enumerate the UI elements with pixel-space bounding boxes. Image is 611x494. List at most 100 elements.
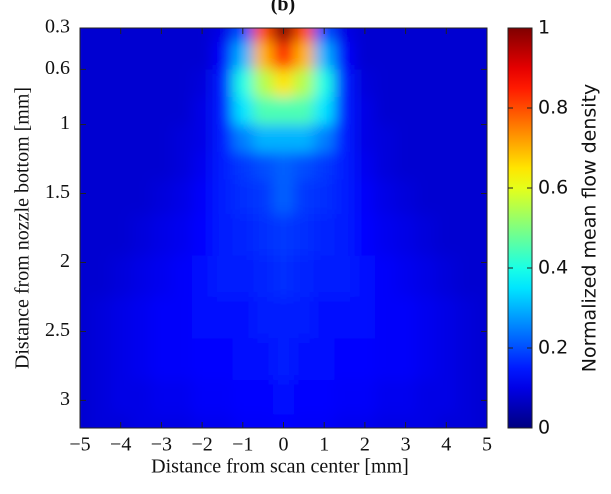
heatmap-cell — [456, 152, 478, 181]
heatmap-cell — [354, 124, 376, 153]
heatmap-cell — [314, 414, 335, 428]
heatmap-cell — [130, 338, 152, 381]
heatmap-cell — [314, 41, 335, 70]
heatmap-cell — [375, 28, 396, 43]
heatmap-cell — [191, 96, 213, 126]
heatmap-cell — [110, 214, 132, 257]
heatmap-cell — [90, 179, 112, 215]
heatmap-cell — [476, 69, 487, 98]
heatmap-cell — [334, 69, 356, 98]
heatmap-cell — [375, 379, 396, 415]
heatmap-cell — [252, 414, 274, 428]
heatmap-cell — [293, 69, 315, 98]
heatmap-cell — [80, 338, 91, 381]
heatmap-cell — [273, 152, 295, 181]
heatmap-cell — [151, 296, 173, 339]
heatmap-cell — [191, 152, 213, 181]
heatmap-cell — [212, 296, 234, 339]
heatmap-cell — [456, 414, 478, 428]
heatmap-cell — [293, 124, 315, 153]
heatmap-cell — [212, 152, 234, 181]
heatmap-cell — [273, 296, 295, 339]
heatmap-cell — [171, 379, 193, 415]
heatmap-cell — [252, 179, 274, 215]
heatmap-cell — [130, 414, 152, 428]
x-tick-label: 2 — [360, 434, 370, 456]
heatmap-cell — [171, 296, 193, 339]
heatmap-cell — [232, 296, 254, 339]
heatmap-cell — [130, 41, 152, 70]
heatmap-cell — [191, 41, 213, 70]
heatmap-cell — [232, 124, 254, 153]
heatmap-cell — [476, 41, 487, 70]
heatmap-cell — [90, 255, 112, 298]
heatmap-cell — [191, 69, 213, 98]
heatmap-cell — [232, 414, 254, 428]
heatmap-cell — [415, 179, 437, 215]
heatmap-cell — [436, 41, 457, 70]
heatmap-cell — [232, 69, 254, 98]
heatmap-cell — [436, 296, 457, 339]
heatmap-cell — [354, 152, 376, 181]
heatmap-cell — [191, 179, 213, 215]
colorbar-tick-label: 0.6 — [538, 177, 568, 199]
x-tick-label: 4 — [441, 434, 451, 456]
heatmap-cell — [395, 414, 417, 428]
heatmap-cell — [151, 338, 173, 381]
heatmap-cell — [130, 255, 152, 298]
heatmap-cell — [395, 379, 417, 415]
heatmap-cell — [151, 41, 173, 70]
heatmap-cell — [151, 214, 173, 257]
heatmap-cell — [334, 414, 356, 428]
heatmap-cell — [273, 124, 295, 153]
heatmap-cell — [151, 96, 173, 126]
heatmap-cell — [130, 96, 152, 126]
heatmap-cell — [232, 96, 254, 126]
heatmap-cell — [171, 414, 193, 428]
heatmap-cell — [334, 152, 356, 181]
heatmap-cell — [130, 28, 152, 43]
heatmap-cell — [110, 41, 132, 70]
y-axis-label: Distance from nozzle bottom [mm] — [12, 87, 34, 369]
heatmap-cell — [293, 414, 315, 428]
heatmap-cell — [252, 69, 274, 98]
heatmap-cell — [130, 179, 152, 215]
heatmap-cell — [476, 124, 487, 153]
heatmap-cell — [273, 414, 295, 428]
heatmap-cell — [80, 296, 91, 339]
heatmap-cell — [456, 28, 478, 43]
heatmap-cell — [171, 28, 193, 43]
heatmap-cell — [395, 338, 417, 381]
heatmap-cell — [232, 152, 254, 181]
heatmap-cell — [476, 214, 487, 257]
heatmap-cell — [293, 296, 315, 339]
y-tick-label: 0.6 — [45, 57, 70, 79]
x-tick-label: 5 — [482, 434, 492, 456]
heatmap-cell — [436, 255, 457, 298]
heatmap-cell — [375, 338, 396, 381]
heatmap-cell — [252, 296, 274, 339]
heatmap-cell — [314, 255, 335, 298]
heatmap-cell — [314, 124, 335, 153]
heatmap-cell — [293, 214, 315, 257]
heatmap-cell — [90, 41, 112, 70]
heatmap-cell — [110, 338, 132, 381]
heatmap-cell — [375, 69, 396, 98]
heatmap-cell — [314, 338, 335, 381]
heatmap-cell — [293, 379, 315, 415]
heatmap-cell — [212, 124, 234, 153]
heatmap-cell — [191, 255, 213, 298]
heatmap-cell — [415, 96, 437, 126]
heatmap-cell — [436, 379, 457, 415]
heatmap-cell — [232, 379, 254, 415]
heatmap-cell — [476, 379, 487, 415]
y-tick-label: 1 — [60, 112, 70, 134]
heatmap-cell — [476, 152, 487, 181]
heatmap-cell — [334, 179, 356, 215]
x-axis-label: Distance from scan center [mm] — [151, 456, 409, 478]
heatmap-cell — [456, 379, 478, 415]
heatmap-cell — [314, 214, 335, 257]
heatmap-cell — [151, 255, 173, 298]
heatmap-cell — [151, 152, 173, 181]
